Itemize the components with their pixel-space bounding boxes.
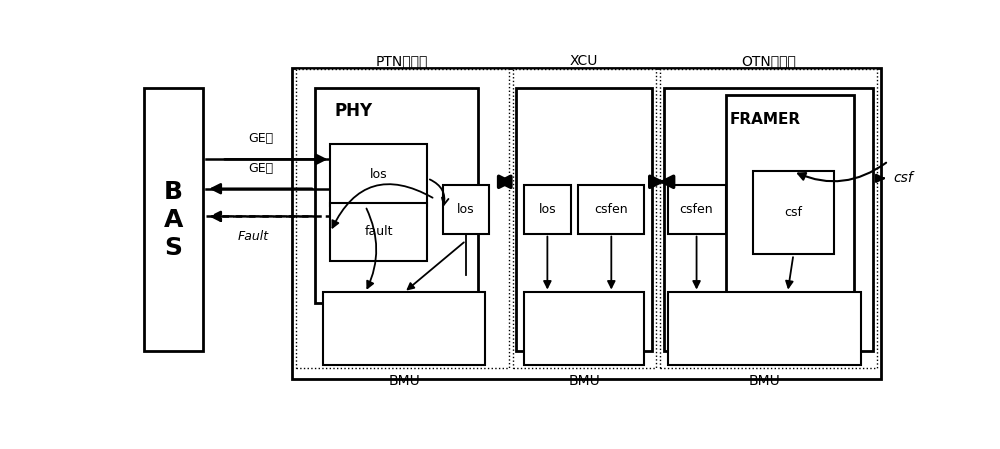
Bar bbox=[726, 95, 854, 317]
Bar bbox=[144, 88, 202, 351]
Bar bbox=[753, 172, 834, 255]
Bar bbox=[660, 70, 877, 369]
Bar bbox=[578, 185, 644, 233]
Text: PTN支路盘: PTN支路盘 bbox=[376, 54, 428, 68]
Text: Fault: Fault bbox=[237, 230, 268, 243]
Bar bbox=[516, 88, 652, 351]
Bar bbox=[292, 68, 881, 379]
Text: csf: csf bbox=[894, 172, 914, 185]
Text: PHY: PHY bbox=[334, 102, 372, 120]
Bar bbox=[443, 185, 489, 233]
Text: B
A
S: B A S bbox=[164, 180, 183, 260]
Bar bbox=[524, 185, 571, 233]
Bar bbox=[524, 292, 644, 365]
Text: XCU: XCU bbox=[570, 54, 598, 68]
Text: los: los bbox=[539, 203, 556, 216]
Text: GE主: GE主 bbox=[248, 132, 273, 145]
Bar bbox=[512, 70, 656, 369]
Text: los: los bbox=[457, 203, 475, 216]
Bar bbox=[330, 202, 427, 261]
Text: csfen: csfen bbox=[594, 203, 628, 216]
Text: csfen: csfen bbox=[680, 203, 713, 216]
Bar bbox=[668, 292, 861, 365]
Text: BMU: BMU bbox=[568, 374, 600, 387]
Bar bbox=[323, 292, 485, 365]
Text: los: los bbox=[370, 168, 388, 181]
Text: BMU: BMU bbox=[388, 374, 420, 387]
Text: fault: fault bbox=[365, 225, 393, 238]
Bar bbox=[330, 144, 427, 206]
Text: csf: csf bbox=[784, 207, 802, 220]
Bar bbox=[668, 185, 726, 233]
Bar bbox=[296, 70, 509, 369]
Text: OTN线路盘: OTN线路盘 bbox=[741, 54, 796, 68]
Bar bbox=[664, 88, 873, 351]
Bar bbox=[315, 88, 478, 303]
Text: GE主: GE主 bbox=[248, 162, 273, 175]
Text: FRAMER: FRAMER bbox=[730, 112, 801, 127]
Text: BMU: BMU bbox=[748, 374, 780, 387]
